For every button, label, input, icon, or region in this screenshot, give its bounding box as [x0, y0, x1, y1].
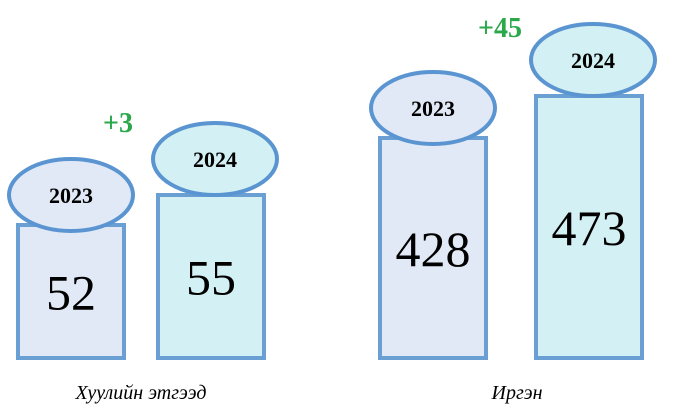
delta-label: +3	[103, 108, 133, 139]
bar-value-label: 52	[46, 265, 96, 321]
year-label: 2023	[411, 96, 455, 121]
year-ellipse	[529, 22, 657, 98]
group-label: Хуулийн этгээд	[75, 382, 207, 404]
year-ellipse	[7, 157, 135, 233]
year-ellipse	[369, 70, 497, 146]
year-ellipse	[151, 121, 279, 197]
bar-value-label: 55	[186, 250, 236, 306]
year-label: 2024	[193, 147, 237, 172]
year-label: 2024	[571, 48, 615, 73]
bar-value-label: 473	[552, 200, 627, 256]
bar-value-label: 428	[396, 221, 471, 277]
bar	[16, 223, 126, 360]
bar	[534, 94, 644, 360]
year-label: 2023	[49, 183, 93, 208]
bar-group: 52 2023 55 2024 +3 Хуулийн этгээд	[7, 108, 279, 404]
bar-group: 428 2023 473 2024 +45 Иргэн	[369, 13, 657, 404]
bar	[378, 136, 488, 360]
delta-label: +45	[478, 13, 522, 44]
chart-marks: 52 2023 55 2024 +3 Хуулийн этгээд 428 2023 473 20…	[7, 13, 657, 404]
group-label: Иргэн	[491, 382, 543, 404]
